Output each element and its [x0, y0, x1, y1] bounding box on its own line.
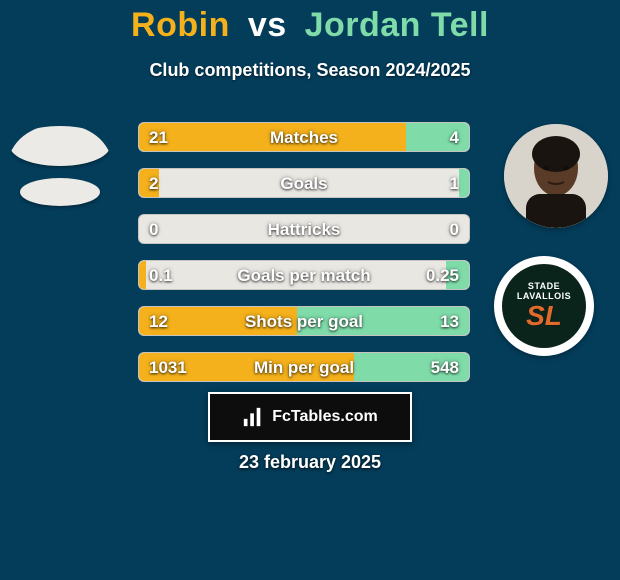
avatar-placeholder-body [20, 178, 100, 206]
stat-left-fill [139, 353, 354, 381]
stat-left-fill [139, 307, 297, 335]
stat-right-fill [354, 353, 470, 381]
subtitle: Club competitions, Season 2024/2025 [0, 60, 620, 81]
stat-right-fill [459, 169, 469, 197]
player2-avatar [504, 124, 608, 228]
club-badge-inner: STADE LAVALLOIS SL [502, 264, 586, 348]
stat-row: Hattricks0 0 [138, 214, 470, 244]
stat-row: Goals21 [138, 168, 470, 198]
watermark-text: FcTables.com [272, 408, 378, 426]
title-row: Robin vs Jordan Tell [0, 6, 620, 45]
player2-name: Jordan Tell [305, 6, 489, 44]
stat-label: Hattricks [139, 215, 469, 243]
stat-left-fill [139, 123, 406, 151]
stat-right-value: 1 [450, 169, 459, 197]
player1-name: Robin [131, 6, 230, 44]
stat-row: Shots per goal1213 [138, 306, 470, 336]
player1-avatar [8, 124, 112, 228]
date-text: 23 february 2025 [0, 452, 620, 473]
player2-portrait [504, 124, 608, 228]
stat-left-value: 0 [149, 215, 158, 243]
stat-left-value: 0.1 [149, 261, 173, 289]
stat-row: Goals per match0.10.25 [138, 260, 470, 290]
stat-bars: Matches214 Goals21 Hattricks0 0 Goals per ma… [138, 122, 470, 398]
stat-label: Goals per match [139, 261, 469, 289]
stat-left-fill [139, 261, 146, 289]
vs-text: vs [248, 6, 287, 44]
watermark: FcTables.com [208, 392, 412, 442]
chart-icon [242, 406, 264, 428]
stat-right-fill [446, 261, 469, 289]
club-badge-main-text: SL [526, 302, 562, 330]
comparison-card: Robin vs Jordan Tell Club competitions, … [0, 0, 620, 580]
stat-row: Matches214 [138, 122, 470, 152]
stat-right-value: 0 [450, 215, 459, 243]
club-badge: STADE LAVALLOIS SL [494, 256, 594, 356]
stat-right-fill [297, 307, 469, 335]
stat-label: Goals [139, 169, 469, 197]
stat-row: Min per goal1031548 [138, 352, 470, 382]
avatar-placeholder-head [10, 126, 110, 166]
stat-left-fill [139, 169, 159, 197]
stat-right-fill [406, 123, 469, 151]
